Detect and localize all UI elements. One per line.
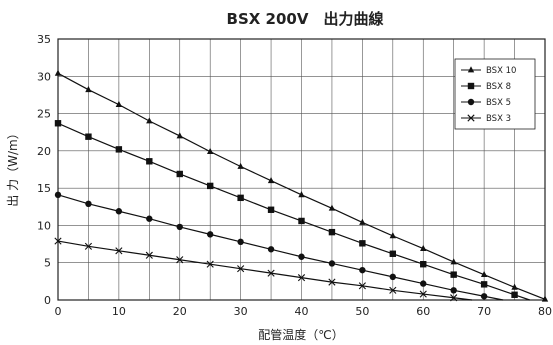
x-tick-label: 30 <box>234 305 248 318</box>
data-point-bsx-10 <box>389 232 397 239</box>
data-point-bsx-10 <box>420 244 427 251</box>
data-point-bsx-8 <box>511 291 518 298</box>
data-point-bsx-5 <box>450 287 457 294</box>
legend-marker-bsx-8 <box>467 82 475 90</box>
data-point-bsx-3 <box>419 290 427 298</box>
data-point-bsx-8 <box>480 281 488 288</box>
data-point-bsx-10 <box>541 295 549 302</box>
data-point-bsx-8 <box>176 170 183 178</box>
y-tick-label: 30 <box>37 70 51 83</box>
data-point-bsx-3 <box>328 278 336 286</box>
data-point-bsx-8 <box>450 271 457 278</box>
data-point-bsx-5 <box>480 293 488 300</box>
data-point-bsx-3 <box>267 269 275 277</box>
data-point-bsx-5 <box>359 266 366 274</box>
data-point-bsx-10 <box>237 162 244 169</box>
data-point-bsx-3 <box>84 242 93 250</box>
data-point-bsx-10 <box>480 270 488 278</box>
data-point-bsx-5 <box>298 253 305 260</box>
data-point-bsx-3 <box>176 256 184 264</box>
x-tick-label: 70 <box>477 305 491 318</box>
y-tick-label: 35 <box>37 33 51 46</box>
series-line-bsx-10 <box>57 72 546 300</box>
data-point-bsx-5 <box>85 200 92 208</box>
data-point-bsx-10 <box>206 147 214 155</box>
x-tick-label: 20 <box>173 305 187 318</box>
y-tick-label: 5 <box>44 257 51 270</box>
data-point-bsx-8 <box>85 133 92 140</box>
data-point-bsx-3 <box>145 251 153 259</box>
chart-title: BSX 200V 出力曲線 <box>227 10 384 28</box>
data-point-bsx-3 <box>237 265 245 273</box>
data-point-bsx-8 <box>54 120 62 127</box>
data-point-bsx-8 <box>298 217 305 225</box>
data-point-bsx-5 <box>206 231 214 238</box>
data-point-bsx-5 <box>237 238 244 246</box>
legend-box <box>454 58 536 130</box>
data-point-bsx-8 <box>420 261 427 268</box>
x-axis-label: 配管温度（℃） <box>258 327 343 342</box>
series-line-bsx-8 <box>57 122 530 301</box>
x-tick-label: 0 <box>55 305 62 318</box>
data-point-bsx-3 <box>358 282 366 290</box>
data-point-bsx-3 <box>115 247 123 255</box>
data-point-bsx-10 <box>115 100 123 108</box>
data-point-bsx-5 <box>420 280 427 287</box>
data-point-bsx-10 <box>267 176 275 184</box>
y-tick-label: 20 <box>37 145 51 158</box>
data-point-bsx-10 <box>54 69 62 76</box>
data-point-bsx-8 <box>206 182 214 190</box>
data-point-bsx-8 <box>237 194 244 202</box>
data-point-bsx-5 <box>146 215 153 222</box>
legend-label-bsx-10: BSX 10 <box>486 66 516 76</box>
data-point-bsx-5 <box>389 273 397 281</box>
data-point-bsx-3 <box>450 294 458 302</box>
x-tick-label: 80 <box>538 305 552 318</box>
x-tick-label: 50 <box>355 305 369 318</box>
y-tick-label: 10 <box>37 219 51 232</box>
legend-marker-bsx-10 <box>467 66 475 73</box>
legend: BSX 10 BSX 8 BSX 5 BSX 3 <box>454 58 536 130</box>
x-tick-label: 10 <box>112 305 126 318</box>
y-tick-label: 0 <box>44 294 51 307</box>
data-point-bsx-3 <box>206 260 214 268</box>
x-tick-label: 60 <box>416 305 430 318</box>
plot-frame <box>57 38 546 301</box>
data-point-bsx-8 <box>267 206 275 213</box>
data-point-bsx-5 <box>267 246 275 253</box>
data-point-bsx-8 <box>328 228 336 236</box>
legend-label-bsx-3: BSX 3 <box>486 114 511 124</box>
data-point-bsx-10 <box>176 132 183 139</box>
data-point-bsx-10 <box>359 218 366 225</box>
data-point-bsx-3 <box>389 286 397 294</box>
data-point-bsx-3 <box>297 274 306 282</box>
data-point-bsx-8 <box>359 240 366 247</box>
data-point-bsx-3 <box>54 237 62 245</box>
data-point-bsx-10 <box>328 204 336 211</box>
data-point-bsx-10 <box>298 191 305 198</box>
y-tick-label: 25 <box>37 108 51 121</box>
data-point-bsx-8 <box>146 158 153 165</box>
legend-label-bsx-5: BSX 5 <box>486 98 511 108</box>
data-point-bsx-5 <box>328 260 336 267</box>
data-point-bsx-10 <box>146 117 153 124</box>
legend-marker-bsx-5 <box>467 98 475 106</box>
data-point-bsx-8 <box>389 250 397 257</box>
legend-label-bsx-8: BSX 8 <box>486 82 511 92</box>
y-tick-label: 15 <box>37 182 51 195</box>
data-point-bsx-5 <box>176 223 183 231</box>
data-point-bsx-5 <box>54 191 62 199</box>
x-tick-label: 40 <box>295 305 309 318</box>
data-point-bsx-8 <box>115 146 123 153</box>
series-line-bsx-5 <box>57 194 504 301</box>
data-point-bsx-10 <box>450 258 457 265</box>
data-point-bsx-10 <box>511 283 518 290</box>
y-axis-label: 出 力（W/m） <box>6 127 20 206</box>
data-point-bsx-5 <box>115 208 123 215</box>
legend-marker-bsx-3 <box>467 114 475 122</box>
data-point-bsx-10 <box>85 86 92 93</box>
